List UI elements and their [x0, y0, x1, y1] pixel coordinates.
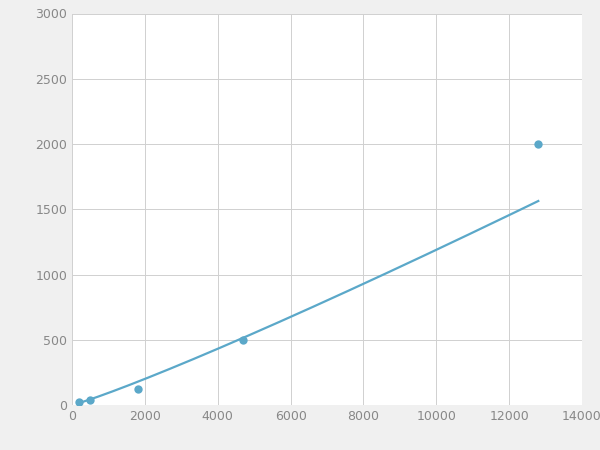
- Point: [85, 396, 95, 403]
- Point: [133, 386, 142, 393]
- Point: [74, 399, 84, 406]
- Point: [238, 336, 248, 343]
- Point: [533, 140, 543, 148]
